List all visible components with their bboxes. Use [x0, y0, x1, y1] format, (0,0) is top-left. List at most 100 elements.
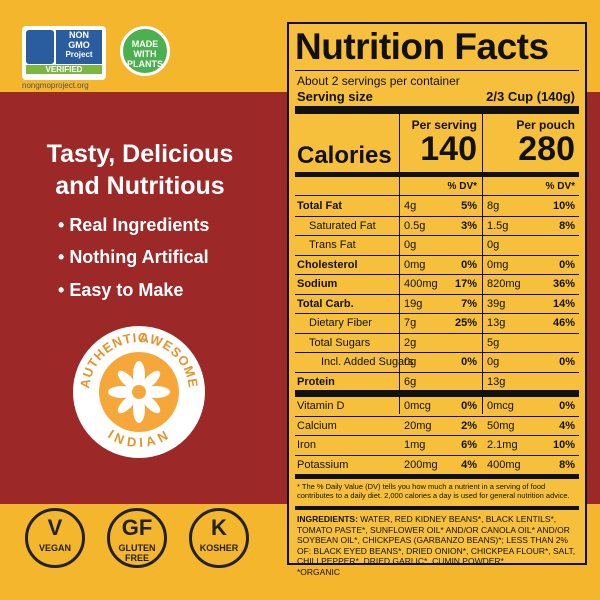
nutrient-name: Trans Fat	[309, 239, 356, 251]
dv-value: 4%	[461, 458, 477, 471]
amount-value: 400mg	[404, 278, 438, 290]
badge-text: NON	[69, 30, 89, 40]
seal: AUTHENTIC AWESOME INDIAN	[73, 326, 205, 458]
rule	[295, 474, 579, 479]
badge-text: Project	[65, 50, 93, 59]
rule	[295, 195, 579, 196]
rule	[295, 274, 579, 275]
dv-value: 5%	[461, 200, 477, 212]
dv-value: 3%	[461, 219, 477, 232]
amount-value: 0.5g	[404, 219, 426, 232]
diet-symbol: V	[47, 515, 63, 540]
badge-text: MADE	[131, 39, 159, 49]
bullet-text: Real Ingredients	[69, 215, 210, 235]
diet-badge: K KOSHER	[189, 508, 249, 568]
rule	[295, 172, 579, 177]
rule	[295, 506, 579, 510]
badge-text: WITH	[133, 49, 157, 59]
seal-text: INDIAN	[106, 426, 170, 449]
badge-text: PLANTS	[127, 59, 163, 69]
amount-value: 0mcg	[404, 400, 431, 412]
column-divider	[399, 114, 400, 414]
rule	[295, 313, 579, 314]
amount-value: 0g	[487, 239, 500, 251]
dv-value: 0%	[559, 356, 575, 368]
serving-size-label: Serving size	[297, 89, 373, 104]
nutrient-name: Potassium	[297, 458, 349, 471]
rule	[295, 254, 579, 256]
nutrient-name: Iron	[297, 439, 316, 451]
nutrient-name: Vitamin D	[297, 400, 345, 412]
dv-value: 4%	[559, 419, 575, 432]
amount-value: 1.5g	[487, 219, 509, 232]
rule	[295, 371, 579, 373]
amount-value: 0g	[404, 239, 417, 251]
nongmo-badge: NON GMO Project VERIFIED	[22, 26, 106, 80]
bullet-text: Easy to Make	[69, 280, 184, 300]
dv-value: 46%	[552, 317, 575, 329]
dv-value: 36%	[552, 278, 575, 290]
amount-value: 400mg	[487, 458, 521, 471]
amount-value: 20mg	[404, 419, 432, 432]
diet-label: VEGAN	[38, 543, 71, 553]
amount-value: 0g	[404, 356, 417, 368]
calories-label: Calories	[297, 142, 392, 169]
rule	[295, 454, 579, 456]
ingredients: INGREDIENTS: WATER, RED KIDNEY BEANS*, B…	[297, 514, 577, 577]
badge-url: nongmoproject.org	[22, 81, 89, 90]
nutrient-name: Protein	[297, 375, 335, 388]
dv-value: 7%	[461, 297, 477, 310]
badge-text: GMO	[68, 40, 90, 50]
svg-text:INDIAN: INDIAN	[106, 426, 172, 449]
nutrient-name: Dietary Fiber	[309, 317, 372, 329]
nutrient-name: Cholesterol	[297, 258, 358, 271]
dv-value: 14%	[552, 297, 575, 310]
dv-value: 17%	[454, 278, 477, 290]
amount-value: 19g	[404, 297, 423, 310]
diet-symbol: K	[211, 515, 227, 540]
dv-value: 0%	[559, 258, 575, 271]
nutrient-name: Saturated Fat	[309, 219, 376, 232]
amount-value: 4g	[404, 200, 417, 212]
amount-value: 50mg	[487, 419, 515, 432]
rule	[295, 70, 579, 71]
amount-value: 2.1mg	[487, 439, 518, 451]
diet-badge: V VEGAN	[25, 508, 85, 568]
diet-label: KOSHER	[199, 543, 239, 553]
dv-value: 0%	[461, 258, 477, 271]
dv-value: 0%	[559, 400, 575, 412]
amount-value: 0mg	[487, 258, 509, 271]
amount-value: 13g	[487, 317, 506, 329]
calories-value: 280	[518, 130, 575, 168]
rule	[295, 106, 579, 114]
headline: Tasty, Delicious	[46, 140, 234, 168]
diet-label: GLUTEN FREE	[118, 543, 156, 563]
amount-value: 0mg	[404, 258, 426, 271]
nf-title: Nutrition Facts	[295, 26, 549, 67]
footnote: * The % Daily Value (DV) tells you how m…	[297, 482, 570, 500]
nutrition-panel: Nutrition Facts About 2 servings per cont…	[287, 22, 587, 577]
column-header: Per serving	[411, 118, 477, 132]
dv-value: 10%	[552, 439, 575, 451]
amount-value: 8g	[487, 200, 500, 212]
nutrient-name: Sodium	[297, 278, 338, 290]
diet-badge: GF GLUTEN FREE	[107, 508, 167, 568]
plants-badge: MADE WITH PLANTS	[120, 26, 170, 76]
amount-value: 0g	[487, 356, 500, 368]
dv-value: 8%	[559, 219, 575, 232]
amount-value: 6g	[404, 375, 417, 388]
amount-value: 1mg	[404, 439, 426, 451]
dv-value: 8%	[559, 458, 575, 471]
amount-value: 13g	[487, 375, 506, 388]
dv-value: 2%	[461, 419, 477, 432]
amount-value: 5g	[487, 336, 500, 349]
badge-text: VERIFIED	[26, 65, 102, 74]
rule	[295, 215, 579, 217]
amount-value: 820mg	[487, 278, 521, 290]
bullet: • Easy to Make	[58, 280, 184, 300]
dv-value: 0%	[461, 356, 477, 368]
dv-value: 0%	[461, 400, 477, 412]
amount-value: 0mcg	[487, 400, 514, 412]
rule	[295, 235, 579, 236]
